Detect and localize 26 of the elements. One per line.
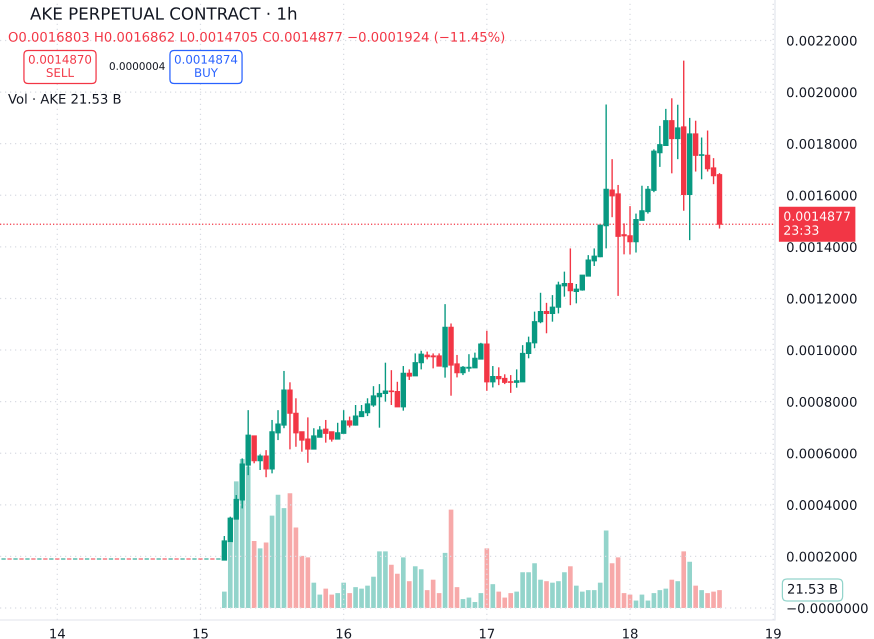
annotation: O0.0016803 H0.0016862 L0.0014705 C0.0014877 −0.0001924 (−11.45%) [8, 32, 504, 44]
y-tick-label: 0.0016000 [786, 190, 857, 200]
x-tick-label: 15 [194, 628, 208, 639]
y-tick-label: 0.0002000 [786, 552, 857, 562]
x-tick-label: 16 [336, 628, 352, 639]
x-tick-label: 19 [766, 628, 781, 639]
y-tick-label: 0.0010000 [786, 345, 857, 356]
x-tick-label: 17 [480, 628, 494, 638]
y-tick-label: 0.0008000 [786, 396, 857, 407]
y-tick-label: 0.0012000 [786, 294, 857, 304]
x-tick-label: 18 [623, 628, 638, 639]
x-tick-label: 14 [50, 628, 65, 638]
ref-line-label: 0.0014877 23:33 [784, 211, 850, 235]
y-tick-label: −0.0000000 [788, 603, 868, 614]
y-tick-label: 0.0022000 [786, 36, 857, 46]
annotation: 0.0014870 SELL [28, 54, 92, 78]
y-tick-label: 0.0006000 [786, 448, 857, 458]
annotation: 0.0014874 BUY [174, 54, 238, 78]
chart-title: AKE PERPETUAL CONTRACT · 1h [30, 6, 296, 20]
annotation: 0.0000004 [110, 62, 165, 70]
y-tick-label: 0.0020000 [786, 87, 857, 98]
annotation: Vol · AKE 21.53 B [8, 94, 121, 104]
text: 21.53 B [788, 584, 838, 594]
y-tick-label: 0.0018000 [786, 138, 857, 149]
y-tick-label: 0.0014000 [786, 242, 857, 252]
y-tick-label: 0.0004000 [786, 500, 857, 510]
